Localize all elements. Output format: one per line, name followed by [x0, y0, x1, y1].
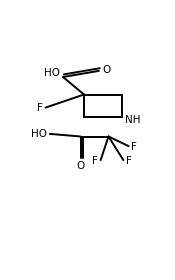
Text: O: O: [102, 65, 111, 75]
Text: HO: HO: [31, 129, 47, 139]
Text: F: F: [126, 156, 132, 166]
Text: O: O: [76, 161, 85, 171]
Text: F: F: [37, 103, 43, 113]
Text: F: F: [92, 156, 98, 166]
Text: F: F: [131, 142, 137, 152]
Text: NH: NH: [125, 115, 141, 125]
Text: HO: HO: [44, 69, 60, 78]
